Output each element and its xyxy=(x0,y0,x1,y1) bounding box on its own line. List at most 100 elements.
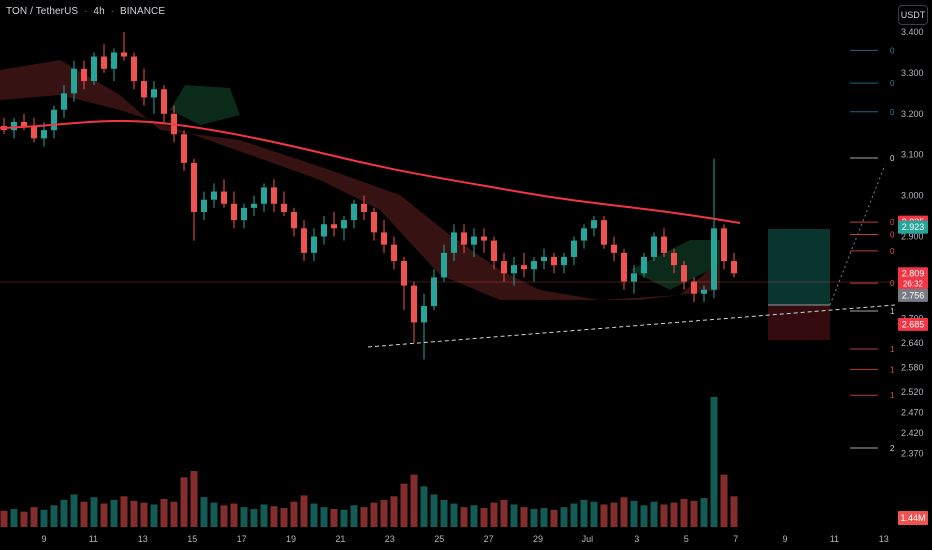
candle-body xyxy=(551,256,557,266)
x-tick-label: 11 xyxy=(89,534,98,544)
volume-bar xyxy=(230,503,238,527)
volume-bar xyxy=(450,503,458,527)
candle-body xyxy=(191,162,197,212)
y-tick-label: 3.200 xyxy=(901,109,924,119)
volume-bar xyxy=(630,500,638,527)
fib-levels: 0 0 0 0 0 0 0 0 1 1 1 1 2 xyxy=(850,46,895,453)
volume-bar xyxy=(360,507,368,527)
volume-bar xyxy=(480,508,488,527)
projection-line xyxy=(829,164,886,306)
candle-body xyxy=(251,203,257,208)
candle-body xyxy=(51,109,57,131)
candle-body xyxy=(351,203,357,221)
candle-body xyxy=(431,277,437,307)
candle-body xyxy=(111,52,117,69)
volume-bar xyxy=(330,508,338,527)
volume-bar xyxy=(160,499,168,527)
fib-level-label: 1 xyxy=(890,365,895,374)
price-label-box xyxy=(898,267,928,290)
candle-body xyxy=(621,252,627,282)
volume-bar xyxy=(690,500,698,527)
volume-bar xyxy=(620,497,628,527)
candle-body xyxy=(371,211,377,233)
candle-body xyxy=(391,244,397,262)
volume-bar xyxy=(0,510,8,527)
candle-body xyxy=(41,130,47,139)
candle-body xyxy=(91,56,97,82)
fib-level-label: 0 xyxy=(890,79,895,88)
volume-bar xyxy=(70,494,78,527)
candle-body xyxy=(731,261,737,274)
candle-body xyxy=(101,56,107,69)
y-tick-label: 2.370 xyxy=(901,448,924,458)
candle-body xyxy=(301,228,307,253)
candle-body xyxy=(231,203,237,221)
candle-body xyxy=(601,220,607,245)
candle-body xyxy=(381,232,387,245)
fib-level-label: 0 xyxy=(890,230,895,239)
target-zone xyxy=(768,229,830,305)
stop-zone xyxy=(768,305,830,340)
volume-bar xyxy=(150,504,158,527)
pair-name: TetherUS xyxy=(35,6,79,17)
candle-body xyxy=(491,240,497,262)
volume-bar xyxy=(580,499,588,527)
sep-dot: · xyxy=(110,6,115,17)
x-tick-label: 19 xyxy=(286,534,296,544)
symbol-name: TON xyxy=(6,6,28,17)
fib-level-label: 1 xyxy=(890,307,895,316)
volume-label-box xyxy=(898,511,928,525)
candle-body xyxy=(661,236,667,253)
indicator-lines xyxy=(0,119,896,348)
x-tick-label: 13 xyxy=(138,534,148,544)
volume-bar xyxy=(420,486,428,527)
x-tick-label: 11 xyxy=(830,534,839,544)
volume-bar xyxy=(80,501,88,527)
y-tick-label: 2.520 xyxy=(901,387,924,397)
candle-body xyxy=(521,265,527,270)
candle-body xyxy=(31,126,37,139)
candle-body xyxy=(691,281,697,294)
volume-bar xyxy=(180,477,188,527)
y-tick-label: 2.900 xyxy=(901,232,924,242)
symbol-sep: / xyxy=(30,6,36,17)
ichimoku-cloud xyxy=(0,60,720,300)
price-axis[interactable]: 3.4003.3003.2003.1003.0002.9002.7002.640… xyxy=(901,27,924,458)
volume-bar xyxy=(380,499,388,527)
volume-bar xyxy=(470,505,478,527)
symbol-header[interactable]: TON / TetherUS · 4h · BINANCE xyxy=(6,6,165,17)
volume-bar xyxy=(300,495,308,527)
volume-bar xyxy=(220,505,228,527)
fib-level-label: 1 xyxy=(890,345,895,354)
x-tick-label: 9 xyxy=(41,534,46,544)
candle-body xyxy=(131,56,137,82)
volume-bar xyxy=(90,497,98,527)
x-tick-label: 13 xyxy=(879,534,889,544)
candle-body xyxy=(71,68,77,94)
volume-bar xyxy=(730,496,738,527)
candle-body xyxy=(281,203,287,212)
volume-bar xyxy=(120,496,128,527)
candle-body xyxy=(721,228,727,262)
quote-unit-button[interactable]: USDT xyxy=(898,5,928,25)
x-tick-label: 17 xyxy=(237,534,247,544)
volume-bar xyxy=(490,502,498,527)
candle-body xyxy=(361,203,367,212)
candle-body xyxy=(221,191,227,204)
fib-level-label: 0 xyxy=(890,108,895,117)
time-axis[interactable]: 9 11 13 15 17 19 21 23 25 27 29 Jul 3 5 7 9 11 13 xyxy=(41,534,888,544)
volume-bar xyxy=(200,497,208,527)
volume-bar xyxy=(660,504,668,527)
x-tick-label: 23 xyxy=(385,534,395,544)
volume-bar xyxy=(540,508,548,527)
sep-dot: · xyxy=(84,6,88,17)
x-tick-label: 25 xyxy=(434,534,444,544)
candle-body xyxy=(481,236,487,241)
y-tick-label: 3.100 xyxy=(901,150,924,160)
candle-body xyxy=(701,289,707,294)
fib-level-label: 0 xyxy=(890,46,895,55)
volume-bar xyxy=(410,474,418,527)
candle-body xyxy=(471,236,477,245)
